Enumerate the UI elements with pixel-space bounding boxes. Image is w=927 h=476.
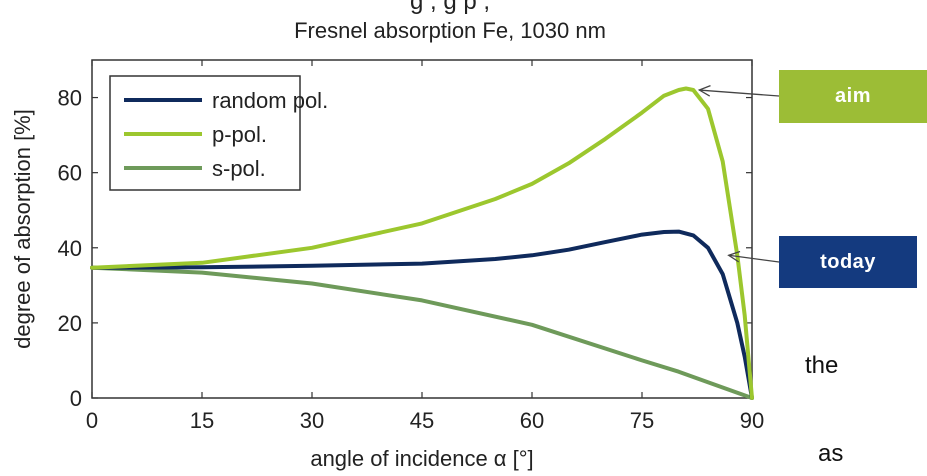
series-line-random-pol- bbox=[90, 229, 754, 400]
series-line-s-pol- bbox=[90, 265, 754, 400]
y-tick-label: 60 bbox=[58, 161, 82, 186]
annotation-arrow-head bbox=[727, 250, 741, 263]
y-axis-label: degree of absorption [%] bbox=[10, 109, 35, 349]
legend-label: random pol. bbox=[212, 88, 328, 113]
legend-label: s-pol. bbox=[212, 156, 266, 181]
x-tick-label: 60 bbox=[520, 408, 544, 433]
aim-tag: aim bbox=[779, 70, 927, 123]
x-tick-label: 0 bbox=[86, 408, 98, 433]
annotation-arrow-line bbox=[728, 254, 780, 263]
cropped-top-text: g , g p , bbox=[409, 0, 491, 15]
annotation-arrow-line bbox=[699, 89, 780, 97]
x-tick-label: 15 bbox=[190, 408, 214, 433]
legend-label: p-pol. bbox=[212, 122, 267, 147]
annotation-arrow-head bbox=[697, 85, 711, 97]
side-text-the: the bbox=[805, 352, 839, 379]
chart-title: Fresnel absorption Fe, 1030 nm bbox=[294, 18, 606, 43]
x-tick-label: 90 bbox=[740, 408, 764, 433]
x-axis-label: angle of incidence α [°] bbox=[310, 446, 533, 471]
y-tick-label: 40 bbox=[58, 236, 82, 261]
y-tick-label: 0 bbox=[70, 386, 82, 411]
x-tick-label: 30 bbox=[300, 408, 324, 433]
y-tick-label: 80 bbox=[58, 86, 82, 111]
x-tick-label: 75 bbox=[630, 408, 654, 433]
x-tick-label: 45 bbox=[410, 408, 434, 433]
side-text-as: as bbox=[818, 440, 844, 467]
series-line-p-pol- bbox=[90, 86, 754, 400]
y-tick-label: 20 bbox=[58, 311, 82, 336]
today-tag: today bbox=[779, 236, 917, 288]
